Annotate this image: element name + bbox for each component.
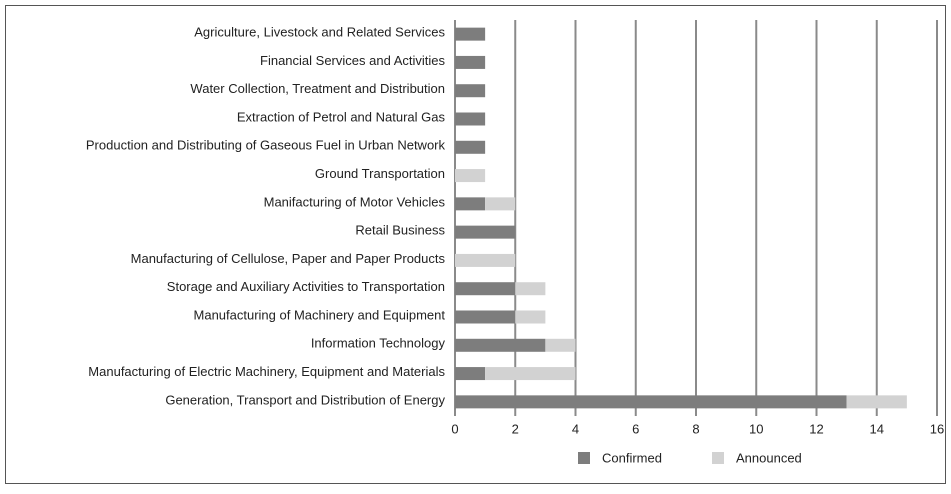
y-tick-label: Retail Business	[355, 223, 445, 238]
bar	[455, 367, 486, 381]
bar	[545, 338, 576, 352]
x-tick-label: 14	[870, 421, 884, 436]
y-tick-label: Storage and Auxiliary Activities to Tran…	[167, 279, 445, 294]
x-tick-label: 2	[512, 421, 519, 436]
y-tick-label: Generation, Transport and Distribution o…	[165, 392, 445, 407]
x-tick-label: 8	[692, 421, 699, 436]
y-tick-label: Water Collection, Treatment and Distribu…	[190, 81, 445, 96]
bar	[455, 140, 486, 154]
x-tick-label: 16	[930, 421, 944, 436]
bar	[455, 112, 486, 126]
y-tick-label: Financial Services and Activities	[260, 53, 445, 68]
x-tick-label: 10	[749, 421, 763, 436]
y-tick-label: Information Technology	[311, 336, 446, 351]
bar	[515, 282, 546, 296]
bar	[455, 27, 486, 41]
bar	[455, 169, 486, 183]
legend-swatch	[578, 452, 590, 464]
y-tick-label: Extraction of Petrol and Natural Gas	[237, 109, 446, 124]
bar	[455, 55, 486, 69]
bar	[515, 310, 546, 324]
x-tick-label: 4	[572, 421, 579, 436]
legend-label: Announced	[736, 450, 802, 465]
bar	[455, 395, 847, 409]
chart-frame	[5, 5, 946, 484]
bar	[846, 395, 907, 409]
y-tick-label: Manufacturing of Cellulose, Paper and Pa…	[131, 251, 446, 266]
x-tick-label: 12	[809, 421, 823, 436]
bar	[455, 225, 516, 239]
bar	[485, 197, 516, 211]
x-tick-label: 6	[632, 421, 639, 436]
y-tick-label: Agriculture, Livestock and Related Servi…	[194, 25, 445, 40]
y-tick-label: Ground Transportation	[315, 166, 445, 181]
bar	[455, 338, 546, 352]
bar	[455, 282, 516, 296]
bar	[455, 197, 486, 211]
bar	[455, 310, 516, 324]
legend-swatch	[712, 452, 724, 464]
y-tick-label: Production and Distributing of Gaseous F…	[86, 138, 446, 153]
bar	[455, 84, 486, 98]
x-tick-label: 0	[451, 421, 458, 436]
bar	[485, 367, 576, 381]
legend-label: Confirmed	[602, 450, 662, 465]
bar	[455, 253, 516, 267]
y-tick-label: Manufacturing of Electric Machinery, Equ…	[88, 364, 445, 379]
y-tick-label: Manufacturing of Machinery and Equipment	[194, 307, 446, 322]
y-tick-label: Manifacturing of Motor Vehicles	[264, 194, 446, 209]
